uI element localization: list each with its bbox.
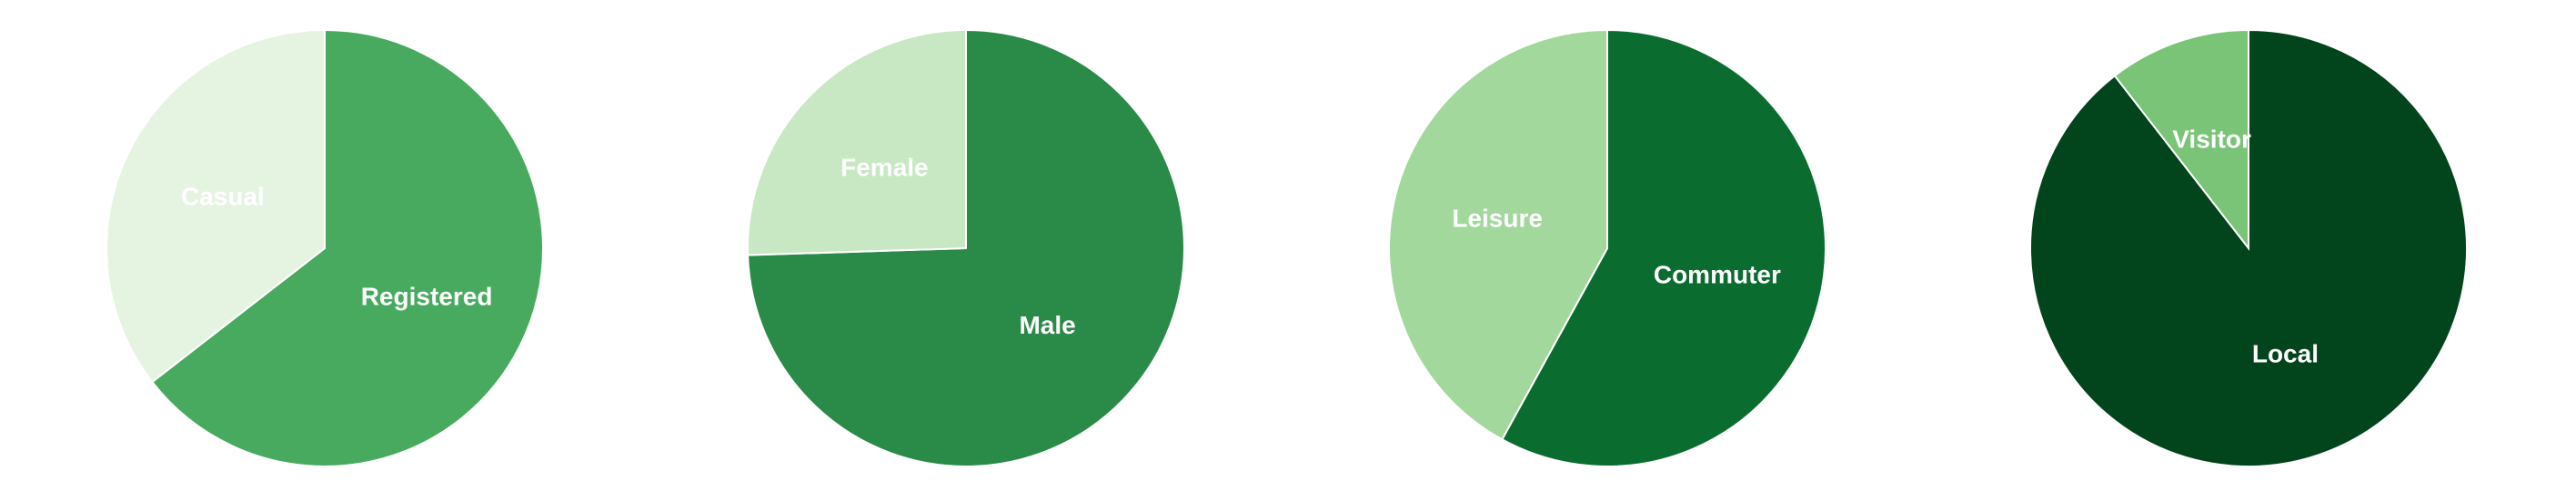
slice-label-male: Male [1019,311,1075,339]
pie-slice-casual [106,28,326,384]
pie-slice-female [747,28,967,256]
pie-slice-visitor [2113,28,2249,251]
pie-chart-3: Commuter Leisure [1388,28,1826,467]
pie-chart-2: Male Female [747,28,1185,467]
slice-label-visitor: Visitor [2172,125,2251,153]
slice-label-female: Female [840,154,929,182]
pie-slice-registered [150,28,544,467]
pie-slice-leisure [1388,28,1608,441]
pie-slice-commuter [1501,28,1826,467]
slice-label-leisure: Leisure [1452,204,1543,232]
slice-label-local: Local [2252,339,2319,367]
slice-label-registered: Registered [361,282,493,310]
pie-chart-1: Registered Casual [106,28,544,467]
slice-label-casual: Casual [181,182,265,210]
slice-label-commuter: Commuter [1654,260,1781,288]
pie-chart-4: Local Visitor [2028,28,2468,467]
